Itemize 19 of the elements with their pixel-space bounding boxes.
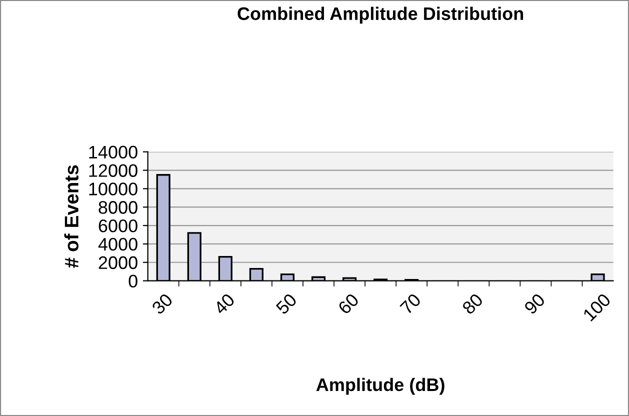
x-tick-label: 40	[212, 292, 236, 316]
x-tick-label: 60	[337, 292, 360, 315]
x-tick-label: 30	[151, 292, 174, 315]
x-tick-label: 100	[582, 292, 612, 322]
y-tick-label: 0	[128, 274, 138, 288]
y-tick-label: 12000	[89, 164, 138, 177]
y-tick-label: 14000	[89, 146, 138, 159]
y-tick-label: 4000	[98, 238, 138, 251]
y-tick-label: 6000	[98, 219, 138, 232]
chart-title: Combined Amplitude Distribution	[238, 6, 524, 24]
x-tick-label: 90	[524, 292, 546, 315]
x-axis-title: Amplitude (dB)	[316, 378, 444, 395]
y-tick-label: 8000	[98, 201, 138, 214]
y-tick-label: 2000	[98, 256, 138, 270]
x-tick-label: 70	[400, 292, 422, 315]
x-tick-label: 80	[461, 292, 484, 315]
y-tick-label: 10000	[89, 182, 138, 196]
y-axis-title: # of Events	[64, 165, 78, 268]
x-tick-label: 50	[275, 292, 298, 315]
